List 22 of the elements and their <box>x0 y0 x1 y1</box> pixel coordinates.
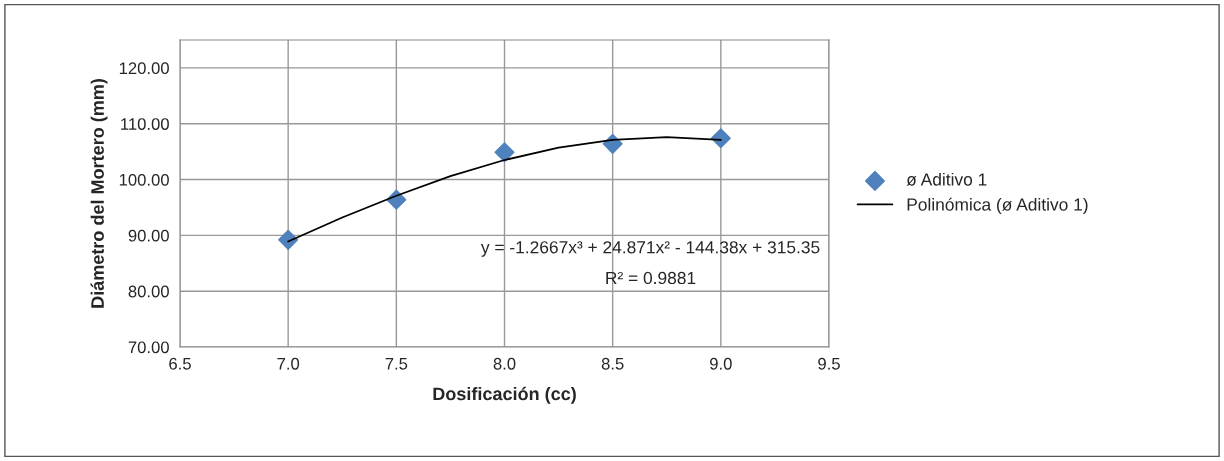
y-tick-label: 110.00 <box>121 118 169 130</box>
x-tick-label: 8.0 <box>493 357 516 370</box>
x-tick-label: 7.0 <box>277 357 300 370</box>
x-axis-title: Dosificación (cc) <box>433 386 576 404</box>
annotation: R² = 0.9881 <box>606 271 696 285</box>
point <box>710 128 731 149</box>
x-tick-label: 9.0 <box>710 357 732 370</box>
x-tick-label: 6.5 <box>169 357 191 370</box>
x-tick-label: 8.5 <box>601 357 624 370</box>
y-tick-label: 120.00 <box>119 62 169 75</box>
legend-label: ø Aditivo 1 <box>906 172 987 186</box>
point <box>494 142 515 163</box>
y-tick-label: 90.00 <box>128 229 169 242</box>
legend-label: Polinómica (ø Aditivo 1) <box>907 197 1088 215</box>
x-tick-label: 9.5 <box>818 357 840 370</box>
y-tick-label: 80.00 <box>128 285 169 298</box>
annotation: y = -1.2667x³ + 24.871x² - 144.38x + 315.35 <box>480 241 820 257</box>
x-tick-label: 7.5 <box>385 358 408 370</box>
y-tick-label: 100.00 <box>119 173 169 186</box>
point <box>278 229 299 250</box>
y-axis-title: Diámetro del Mortero (mm) <box>90 79 108 308</box>
y-tick-label: 70.00 <box>128 341 169 354</box>
